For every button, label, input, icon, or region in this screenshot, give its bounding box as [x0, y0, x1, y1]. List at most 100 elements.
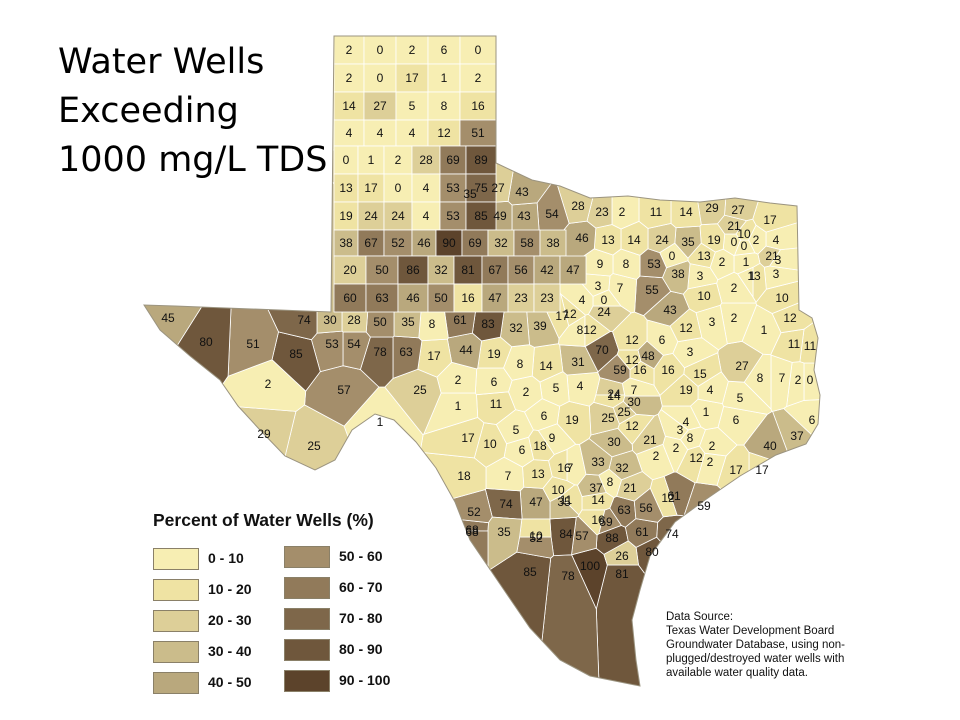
county-value-label: 2 [346, 71, 353, 85]
county-value-label: 12 [437, 126, 451, 140]
county-value-label: 84 [559, 527, 573, 541]
county-value-label: 4 [423, 209, 430, 223]
county-value-label: 88 [605, 531, 619, 545]
county-value-label: 100 [580, 559, 600, 573]
legend-label: 50 - 60 [339, 548, 383, 564]
county-value-label: 28 [347, 313, 361, 327]
county-value-label: 85 [474, 209, 488, 223]
legend-swatch [153, 610, 199, 632]
county-value-label: 7 [779, 371, 786, 385]
county-value-label: 16 [461, 291, 475, 305]
county-value-label: 6 [441, 43, 448, 57]
county-shape [465, 201, 497, 231]
county-value-label: 10 [775, 291, 789, 305]
county-value-label: 3 [595, 279, 602, 293]
county-value-label: 8 [577, 323, 584, 337]
county-value-label: 0 [395, 181, 402, 195]
county-value-label: 11 [788, 337, 801, 351]
county-value-label: 2 [731, 281, 738, 295]
county-value-label: 60 [343, 291, 357, 305]
county-value-label: 12 [583, 323, 597, 337]
county-value-label: 74 [499, 497, 513, 511]
county-shape [465, 145, 497, 175]
county-value-label: 29 [257, 427, 271, 441]
county-shape [365, 255, 399, 285]
county-value-label: 68 [465, 523, 479, 537]
county-value-label: 14 [679, 205, 693, 219]
county-value-label: 67 [364, 236, 378, 250]
county-value-label: 12 [783, 311, 797, 325]
county-value-label: 28 [571, 199, 585, 213]
county-value-label: 12 [625, 333, 639, 347]
county-value-label: 5 [513, 423, 520, 437]
county-value-label: 24 [364, 209, 378, 223]
county-value-label: 0 [741, 239, 748, 253]
county-value-label: 9 [597, 257, 604, 271]
legend-label: 60 - 70 [339, 579, 383, 595]
county-value-label: 1 [749, 269, 756, 283]
county-shape [481, 283, 509, 313]
county-value-label: 6 [491, 375, 498, 389]
county-value-label: 1 [455, 399, 462, 413]
county-value-label: 3 [677, 423, 684, 437]
county-value-label: 19 [565, 413, 579, 427]
county-shape [427, 255, 455, 285]
county-value-label: 2 [395, 153, 402, 167]
county-value-label: 67 [488, 263, 502, 277]
county-value-label: 19 [707, 233, 721, 247]
title-line: Water Wells [58, 42, 265, 82]
county-shape [439, 145, 467, 175]
county-value-label: 61 [635, 525, 649, 539]
county-value-label: 4 [346, 126, 353, 140]
county-value-label: 52 [467, 505, 481, 519]
slide-title: Water Wells Exceeding 1000 mg/L TDS [58, 38, 327, 185]
county-value-label: 16 [633, 363, 647, 377]
legend-swatch [153, 579, 199, 601]
county-value-label: 40 [763, 439, 777, 453]
county-shape [427, 119, 461, 147]
county-value-label: 56 [514, 263, 528, 277]
county-value-label: 55 [645, 283, 659, 297]
county-value-label: 2 [753, 233, 760, 247]
county-value-label: 38 [546, 236, 560, 250]
county-shape [427, 283, 455, 313]
county-value-label: 59 [599, 515, 613, 529]
county-value-label: 23 [514, 291, 528, 305]
county-value-label: 44 [459, 343, 473, 357]
county-value-label: 12 [661, 491, 675, 505]
county-value-label: 1 [761, 323, 768, 337]
county-value-label: 53 [325, 337, 339, 351]
county-value-label: 53 [446, 209, 460, 223]
county-value-label: 61 [453, 313, 467, 327]
county-value-label: 50 [434, 291, 448, 305]
county-value-label: 6 [659, 333, 666, 347]
county-value-label: 54 [347, 337, 361, 351]
legend-swatch [284, 639, 330, 661]
county-value-label: 27 [491, 181, 505, 195]
county-value-label: 8 [517, 357, 524, 371]
county-value-label: 28 [419, 153, 433, 167]
county-value-label: 53 [446, 181, 460, 195]
county-value-label: 27 [735, 359, 749, 373]
county-value-label: 26 [615, 549, 629, 563]
county-shape [439, 201, 467, 231]
county-value-label: 63 [399, 345, 413, 359]
county-value-label: 2 [409, 43, 416, 57]
county-value-label: 80 [199, 335, 213, 349]
county-value-label: 4 [683, 415, 690, 429]
source-line: Texas Water Development Board [666, 625, 835, 637]
county-value-label: 0 [807, 373, 814, 387]
county-value-label: 11 [804, 339, 817, 353]
county-value-label: 13 [601, 233, 615, 247]
county-value-label: 2 [475, 71, 482, 85]
county-value-label: 85 [289, 347, 303, 361]
county-value-label: 52 [529, 531, 543, 545]
county-value-label: 23 [595, 205, 609, 219]
county-value-label: 1 [377, 415, 384, 429]
county-value-label: 0 [343, 153, 350, 167]
county-value-label: 2 [731, 311, 738, 325]
county-shape [357, 201, 385, 231]
county-value-label: 0 [731, 235, 738, 249]
county-value-label: 10 [483, 437, 497, 451]
county-value-label: 12 [679, 321, 693, 335]
